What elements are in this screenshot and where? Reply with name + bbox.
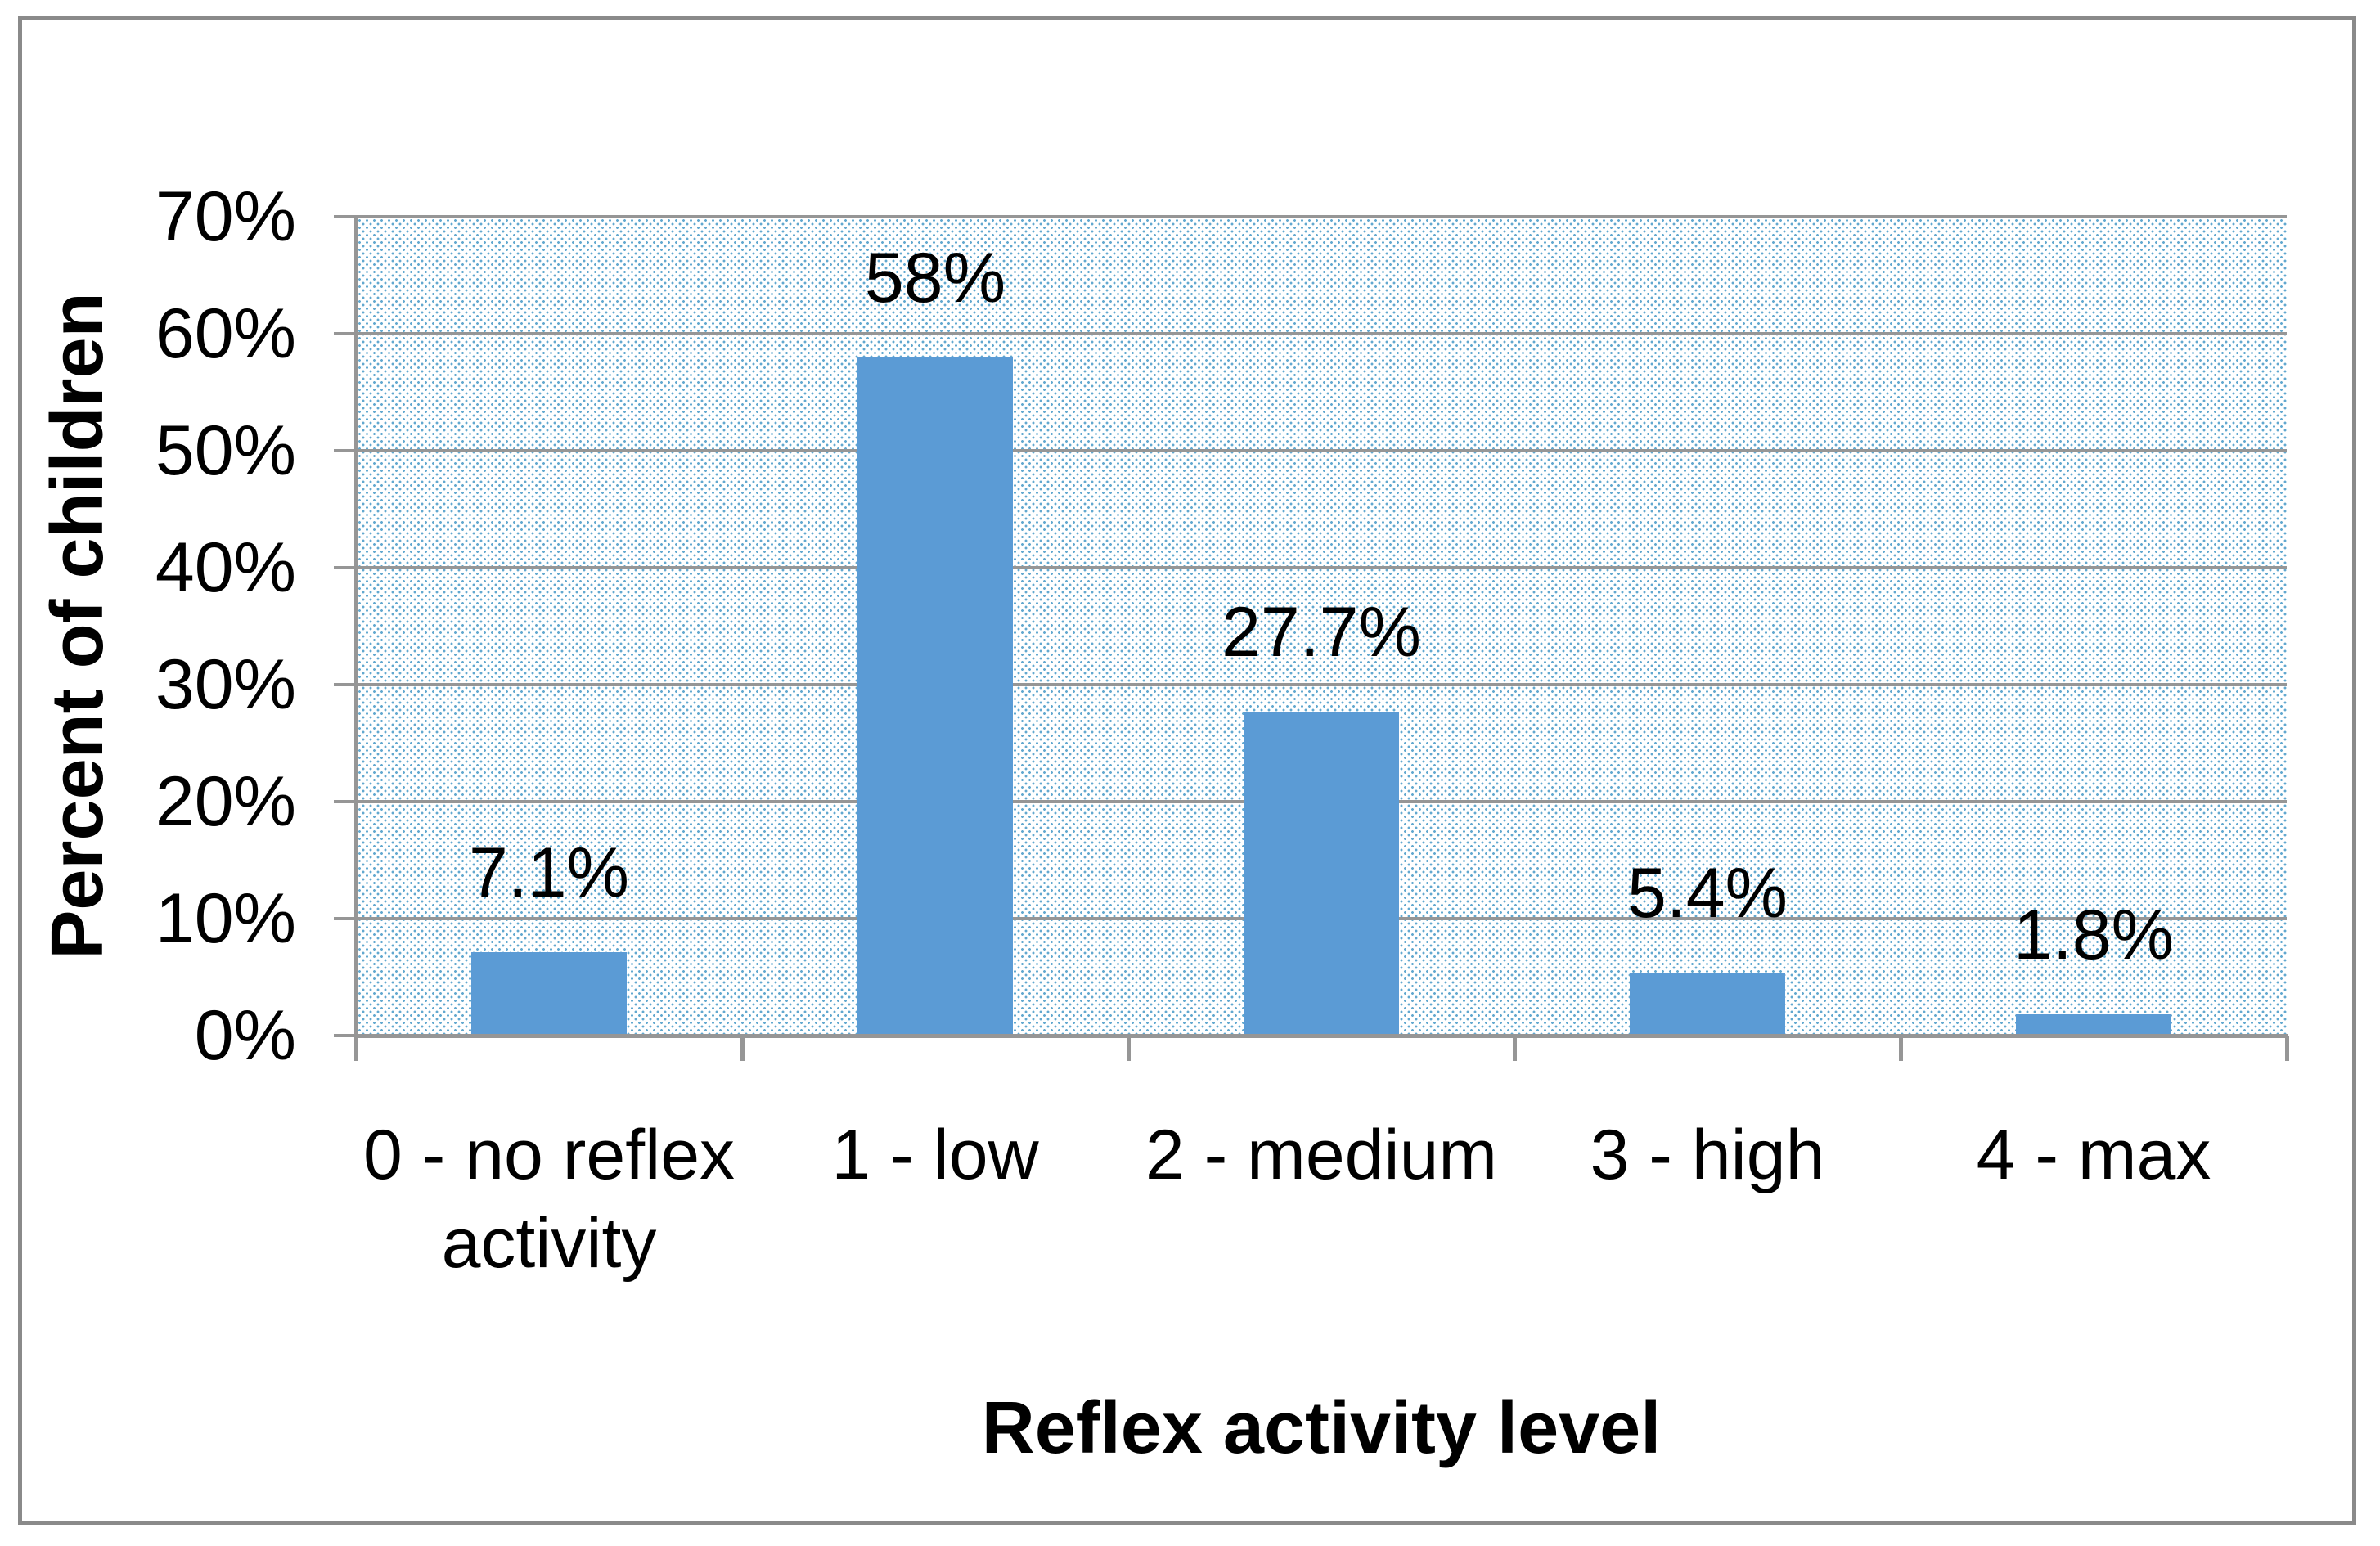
category-label: 1 - low xyxy=(831,1116,1039,1194)
bar-data-label: 5.4% xyxy=(1626,853,1788,933)
bar-data-label: 58% xyxy=(864,238,1006,317)
x-axis-tick xyxy=(740,1036,745,1061)
x-axis-tick xyxy=(1127,1036,1131,1061)
category-label: 2 - medium xyxy=(1145,1116,1498,1194)
bar xyxy=(2016,1014,2171,1036)
y-axis-tick xyxy=(334,683,356,686)
y-gridline xyxy=(356,449,2287,452)
y-tick-label: 40% xyxy=(155,528,296,607)
y-tick-label: 30% xyxy=(155,645,296,724)
x-axis-tick xyxy=(1513,1036,1517,1061)
bar xyxy=(1244,711,1399,1036)
bar-data-label: 27.7% xyxy=(1221,592,1421,672)
y-gridline xyxy=(356,215,2287,218)
x-axis-tick xyxy=(2285,1036,2289,1061)
y-gridline xyxy=(356,683,2287,686)
bar xyxy=(857,357,1013,1036)
bar-data-label: 7.1% xyxy=(468,834,630,913)
y-axis-tick xyxy=(334,917,356,920)
y-axis-tick xyxy=(334,800,356,803)
y-axis-tick xyxy=(334,449,356,452)
y-axis-line xyxy=(354,217,358,1037)
y-gridline xyxy=(356,332,2287,335)
x-axis-tick xyxy=(1899,1036,1903,1061)
y-axis-tick xyxy=(334,1034,356,1037)
chart-frame-border xyxy=(18,16,2356,1525)
y-axis-title: Percent of children xyxy=(37,292,119,960)
y-axis-tick xyxy=(334,566,356,569)
y-tick-label: 0% xyxy=(194,996,296,1075)
bar xyxy=(1630,972,1785,1036)
category-label: 0 - no reflex activity xyxy=(362,1116,736,1283)
category-label: 4 - max xyxy=(1976,1116,2211,1194)
bar-data-label: 1.8% xyxy=(2013,896,2175,975)
y-gridline xyxy=(356,566,2287,569)
y-axis-tick xyxy=(334,332,356,335)
category-label: 3 - high xyxy=(1590,1116,1825,1194)
y-tick-label: 70% xyxy=(155,178,296,256)
y-tick-label: 20% xyxy=(155,762,296,841)
x-axis-tick xyxy=(354,1036,358,1061)
y-tick-label: 10% xyxy=(155,879,296,958)
bar xyxy=(471,952,627,1036)
x-axis-line xyxy=(354,1034,2288,1038)
y-axis-tick xyxy=(334,215,356,218)
y-tick-label: 50% xyxy=(155,411,296,490)
x-axis-title: Reflex activity level xyxy=(981,1387,1662,1469)
y-tick-label: 60% xyxy=(155,294,296,373)
